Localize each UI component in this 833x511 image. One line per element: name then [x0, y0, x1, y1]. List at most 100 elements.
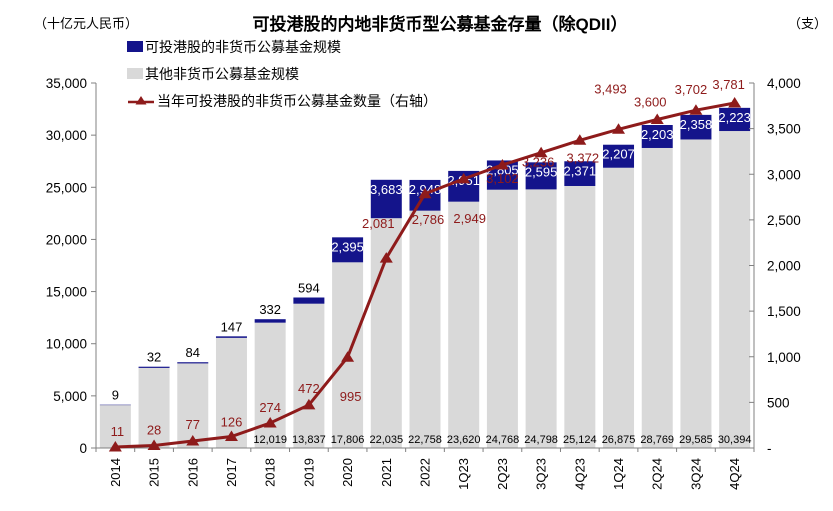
gray-bar — [641, 147, 673, 449]
triangle-marker-icon — [147, 439, 161, 450]
line-value-label: 3,493 — [594, 81, 627, 96]
navy-bar-value-label: 2,371 — [564, 163, 597, 178]
triangle-marker-icon — [224, 430, 238, 442]
red-line-triangle-swatch-icon — [128, 95, 154, 104]
navy-bar — [680, 114, 712, 140]
navy-bar — [332, 237, 364, 263]
gray-bar-value-label: 30,394 — [718, 434, 752, 446]
navy-bar — [641, 125, 673, 148]
gray-bar — [719, 131, 751, 448]
legend-label: 其他非货币公募基金规模 — [145, 65, 299, 82]
gray-bar — [564, 185, 596, 449]
navy-square-swatch-icon — [127, 41, 143, 52]
line-value-label: 3,372 — [567, 150, 600, 165]
legend-item-fund-count-line: 当年可投港股的非货币公募基金数量（右轴） — [127, 87, 437, 114]
x-axis-category-label: 2019 — [301, 458, 316, 487]
navy-bar-value-label: 2,595 — [525, 164, 558, 179]
line-value-label: 3,702 — [675, 82, 708, 97]
legend-label: 当年可投港股的非货币公募基金数量（右轴） — [157, 92, 437, 109]
triangle-marker-icon — [457, 172, 471, 184]
navy-bar — [525, 162, 557, 190]
gray-bar-value-label: 26,875 — [602, 434, 636, 446]
gray-bar — [99, 404, 131, 448]
left-axis-unit: （十亿元人民币） — [34, 16, 139, 31]
x-axis-category-label: 4Q24 — [727, 458, 742, 490]
navy-bar — [603, 144, 635, 168]
right-axis-tick-label: 3,500 — [767, 122, 801, 137]
line-value-label: 2,949 — [453, 211, 486, 226]
triangle-marker-icon — [341, 351, 355, 362]
triangle-marker-icon — [612, 123, 626, 134]
right-axis-tick-label: 2,500 — [767, 213, 801, 228]
x-axis-category-label: 2014 — [108, 458, 123, 487]
right-axis-tick-label: 1,000 — [767, 350, 801, 365]
navy-bar-value-label: 32 — [147, 350, 161, 365]
x-axis-category-label: 2018 — [263, 458, 278, 487]
right-axis-tick-label: 1,500 — [767, 304, 801, 319]
x-axis-category-label: 2020 — [340, 458, 355, 487]
gray-bar-value-label: 12,019 — [253, 434, 287, 446]
right-axis-tick-label: 3,000 — [767, 167, 801, 182]
x-axis-category-label: 2Q23 — [495, 458, 510, 490]
x-axis-category-label: 1Q24 — [611, 458, 626, 490]
gray-bar — [215, 337, 247, 448]
gray-bar — [525, 189, 557, 449]
triangle-marker-icon — [263, 416, 277, 428]
gray-bar — [138, 367, 170, 448]
navy-bar-value-label: 2,223 — [718, 110, 751, 125]
navy-bar — [719, 107, 751, 132]
triangle-marker-icon — [108, 440, 122, 452]
navy-bar-value-label: 2,395 — [331, 239, 364, 254]
left-axis-tick-label: 0 — [79, 441, 87, 456]
line-value-label: 995 — [340, 389, 362, 404]
right-axis-unit: （支） — [787, 16, 827, 31]
gray-bar — [177, 363, 209, 448]
triangle-marker-icon — [573, 134, 587, 145]
navy-bar — [370, 179, 402, 219]
triangle-marker-icon — [534, 146, 548, 158]
x-axis-category-label: 4Q23 — [572, 458, 587, 490]
navy-bar — [293, 297, 325, 304]
gray-bar — [486, 189, 518, 448]
x-axis-category-label: 2016 — [185, 458, 200, 487]
left-axis-tick-label: 15,000 — [46, 285, 87, 300]
left-axis-tick-label: 10,000 — [46, 337, 87, 352]
navy-bar-value-label: 2,805 — [486, 162, 519, 177]
legend-item-hk-eligible-scale: 可投港股的非货币公募基金规模 — [127, 33, 437, 60]
gray-bar-value-label: 22,035 — [369, 434, 403, 446]
gray-bar-value-label: 25,124 — [563, 434, 597, 446]
triangle-marker-icon — [689, 104, 703, 115]
x-axis-category-label: 2017 — [224, 458, 239, 487]
x-axis-category-label: 2021 — [379, 458, 394, 487]
gray-bar — [603, 167, 635, 448]
line-value-label: 472 — [298, 381, 320, 396]
triangle-marker-icon — [728, 96, 742, 108]
navy-bar — [138, 366, 170, 368]
navy-bar-value-label: 147 — [221, 319, 243, 334]
line-value-label: 3,236 — [522, 155, 555, 170]
right-axis-tick-label: 2,000 — [767, 259, 801, 274]
left-axis-tick-label: 5,000 — [53, 389, 87, 404]
left-axis-tick-label: 30,000 — [46, 128, 87, 143]
navy-bar-value-label: 594 — [298, 281, 320, 296]
navy-bar — [215, 336, 247, 338]
x-axis-category-label: 2022 — [418, 458, 433, 487]
gray-square-swatch-icon — [127, 68, 143, 79]
navy-bar-value-label: 2,207 — [602, 147, 635, 162]
navy-bar-value-label: 84 — [186, 345, 200, 360]
left-axis-tick-label: 20,000 — [46, 232, 87, 247]
triangle-marker-icon — [302, 398, 316, 410]
gray-bar-value-label: 29,585 — [679, 434, 713, 446]
gray-bar — [448, 201, 480, 448]
navy-bar-value-label: 2,358 — [680, 117, 713, 132]
gray-bar — [293, 303, 325, 448]
gray-bar-value-label: 23,620 — [447, 434, 481, 446]
line-value-label: 3,102 — [486, 171, 519, 186]
triangle-marker-icon — [418, 187, 432, 199]
x-axis-category-label: 3Q23 — [534, 458, 549, 490]
x-axis-category-label: 2Q24 — [650, 458, 665, 490]
x-axis-category-label: 1Q23 — [456, 458, 471, 490]
gray-bar — [680, 139, 712, 449]
gray-bar-value-label: 13,837 — [292, 434, 326, 446]
